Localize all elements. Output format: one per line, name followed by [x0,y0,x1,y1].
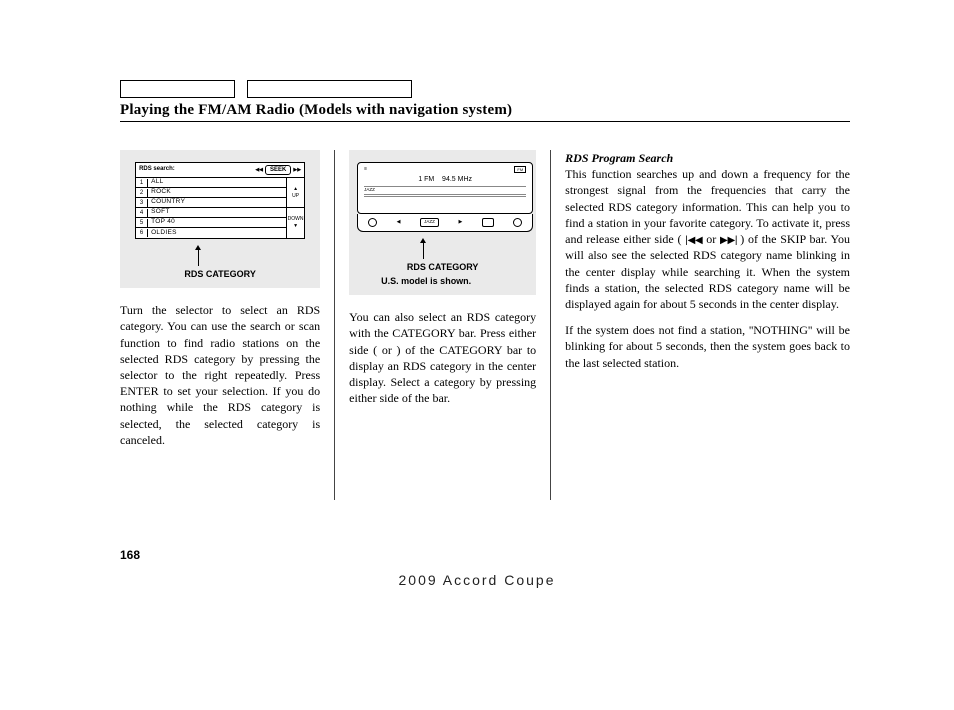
figure-rds-list: RDS search: ◀◀ SEEK ▶▶ 1ALL 2ROCK 3COUNT… [120,150,320,288]
footer-model: 2009 Accord Coupe [0,572,954,588]
rds-cat-5: TOP 40 [148,218,286,227]
rds-program-search-heading: RDS Program Search [565,150,850,166]
rds-cat-4: SOFT [148,208,286,217]
col3-paragraph-1: This function searches up and down a fre… [565,166,850,312]
right-knob-icon [513,218,522,227]
column-1: RDS search: ◀◀ SEEK ▶▶ 1ALL 2ROCK 3COUNT… [120,150,334,500]
seek-prev-icon: ◀◀ [255,167,263,174]
page-title: Playing the FM/AM Radio (Models with nav… [120,102,850,122]
ref-box-2 [247,80,412,98]
figure-dash-unit: ≡ FM 1 FM 94.5 MHz JAZZ [349,150,536,295]
jazz-button: JAZZ [420,218,439,226]
col1-paragraph: Turn the selector to select an RDS categ… [120,302,320,448]
rds-category-label-2: RDS CATEGORY [357,261,528,273]
seek-label: SEEK [265,165,291,175]
rds-cat-2: ROCK [148,188,286,197]
manual-page: Playing the FM/AM Radio (Models with nav… [120,80,850,500]
updown-column: ▲UP DOWN▼ [286,178,304,238]
rds-cat-1: ALL [148,178,286,187]
rds-cat-3: COUNTRY [148,198,286,207]
rds-search-label: RDS search: [136,163,178,177]
skip-button [482,218,494,226]
frequency-value: 94.5 MHz [442,176,472,183]
icon-bars: ≡ [364,166,367,173]
leader-arrow-1 [188,245,208,266]
rds-cat-6: OLDIES [148,229,286,238]
rds-category-label-1: RDS CATEGORY [128,268,312,280]
col3-paragraph-2: If the system does not find a station, '… [565,322,850,371]
column-2: ≡ FM 1 FM 94.5 MHz JAZZ [335,150,550,500]
fm-indicator: FM [514,166,526,173]
radio-screen: RDS search: ◀◀ SEEK ▶▶ 1ALL 2ROCK 3COUNT… [135,162,305,239]
skip-next-icon: ▶▶| [720,235,737,246]
dash-display: ≡ FM 1 FM 94.5 MHz JAZZ [357,162,533,232]
col2-paragraph: You can also select an RDS category with… [349,309,536,406]
ref-box-1 [120,80,235,98]
header-reference-boxes [120,80,850,98]
column-3: RDS Program Search This function searche… [551,150,850,500]
preset-num: 1 FM [418,176,434,183]
seek-next-icon: ▶▶ [293,167,301,174]
us-model-note: U.S. model is shown. [357,275,528,287]
skip-prev-icon: |◀◀ [685,235,702,246]
content-columns: RDS search: ◀◀ SEEK ▶▶ 1ALL 2ROCK 3COUNT… [120,150,850,500]
page-number: 168 [120,548,140,562]
leader-arrow-2 [413,238,433,259]
left-knob-icon [368,218,377,227]
